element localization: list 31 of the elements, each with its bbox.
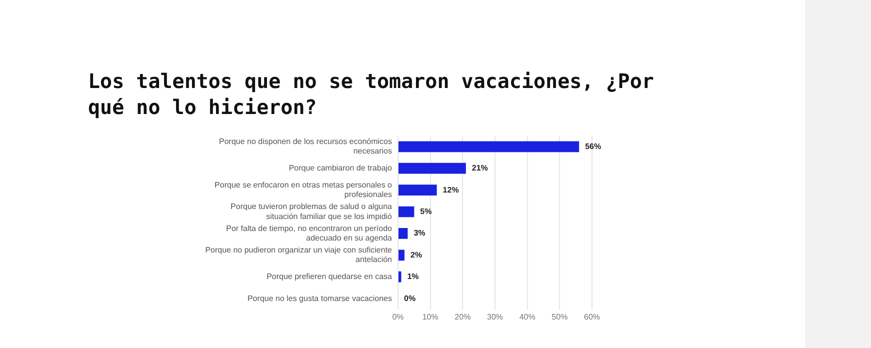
y-tick-label: Porque no pudieron organizar un viaje con suficiente antelación bbox=[205, 246, 393, 264]
data-label: 3% bbox=[414, 228, 426, 238]
bar bbox=[398, 184, 437, 196]
data-label: 5% bbox=[420, 206, 432, 216]
bar bbox=[398, 228, 408, 239]
y-tick-label: Porque no les gusta tomarse vacaciones bbox=[247, 294, 392, 303]
bar bbox=[398, 141, 580, 152]
data-label: 1% bbox=[407, 272, 419, 282]
data-label: 21% bbox=[472, 164, 488, 173]
y-tick-label: Porque cambiaron de trabajo bbox=[288, 164, 393, 173]
x-tick-label: 50% bbox=[552, 312, 568, 322]
data-label: 2% bbox=[410, 250, 422, 260]
data-label: 0% bbox=[404, 294, 416, 303]
x-tick-label: 30% bbox=[486, 312, 504, 322]
data-label: 12% bbox=[442, 185, 459, 194]
data-label: 56% bbox=[585, 142, 602, 151]
bar bbox=[398, 206, 414, 218]
y-tick-label: Por falta de tiempo, no encontraron un período adecuado en su agenda bbox=[226, 224, 393, 242]
y-tick-label: Porque tuvieron problemas de salud o alguna situación familiar que se los impidió bbox=[230, 202, 393, 221]
chart-title: Los talentos que no se tomaron vacaciones, ¿Por qué no lo hicieron? bbox=[88, 68, 655, 120]
bar bbox=[398, 250, 404, 261]
x-tick-label: 0% bbox=[392, 312, 404, 322]
y-tick-label: Porque se enfocaron en otras metas personales o profesionales bbox=[214, 180, 393, 200]
bar bbox=[398, 162, 466, 174]
y-tick-label: Porque prefieren quedarse en casa bbox=[266, 272, 393, 282]
x-tick-label: 40% bbox=[519, 312, 536, 322]
x-tick-label: 20% bbox=[454, 312, 471, 322]
bar bbox=[398, 271, 402, 282]
x-tick-label: 10% bbox=[422, 312, 438, 322]
y-tick-label: Porque no disponen de los recursos económicos necesarios bbox=[219, 137, 392, 156]
x-tick-label: 60% bbox=[584, 312, 600, 322]
